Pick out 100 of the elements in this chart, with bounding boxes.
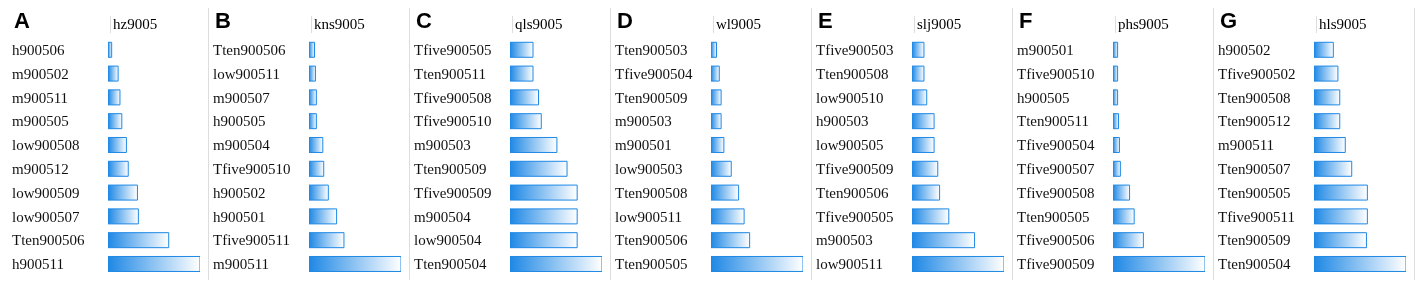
y-tick-label: h900502 (213, 184, 266, 201)
y-tick-label: Tfive900504 (1017, 137, 1095, 154)
y-tick-label: Tfive900502 (1218, 65, 1296, 82)
chart-title: F (1019, 8, 1033, 34)
bar (1314, 136, 1346, 153)
bar (108, 113, 123, 130)
bar (510, 89, 540, 106)
bar (510, 65, 534, 82)
chart-title: G (1220, 8, 1238, 34)
y-tick-label: low900511 (816, 256, 883, 273)
chart-title: D (617, 8, 633, 34)
chart-title: E (818, 8, 833, 34)
bar (912, 65, 925, 82)
bar (912, 113, 935, 130)
bar (309, 65, 316, 82)
bar (1314, 232, 1367, 249)
y-tick-label: m900511 (213, 256, 270, 273)
x-axis-title: slj9005 (914, 16, 962, 33)
bar (711, 232, 751, 249)
y-tick-label: low900504 (414, 232, 482, 249)
y-tick-label: Tten900512 (1218, 113, 1291, 130)
y-tick-label: m900501 (615, 137, 672, 154)
y-tick-label: low900510 (816, 89, 884, 106)
y-tick-label: h900503 (816, 113, 869, 130)
bar (510, 208, 578, 225)
bar (912, 89, 928, 106)
bar (711, 113, 722, 130)
y-tick-label: Tfive900506 (1017, 232, 1095, 249)
bar (108, 184, 138, 201)
bar (711, 184, 740, 201)
bar (711, 65, 720, 82)
y-tick-label: Tfive900503 (816, 41, 894, 58)
chart-title: A (14, 8, 30, 34)
y-tick-label: m900512 (12, 160, 69, 177)
bar (309, 184, 329, 201)
y-tick-label: Tten900505 (1218, 184, 1291, 201)
y-tick-label: Tfive900509 (414, 184, 492, 201)
bar (108, 65, 119, 82)
bar (309, 136, 324, 153)
x-axis-title: wl9005 (713, 16, 761, 33)
y-tick-label: h900505 (1017, 89, 1070, 106)
y-tick-label: Tten900511 (1017, 113, 1089, 130)
bar (1314, 208, 1368, 225)
y-tick-label: Tten900505 (615, 256, 688, 273)
x-axis-title: qls9005 (512, 16, 563, 33)
bar (309, 232, 345, 249)
bar (108, 89, 121, 106)
y-tick-label: Tten900505 (1017, 208, 1090, 225)
y-tick-label: Tfive900508 (1017, 184, 1095, 201)
y-tick-label: Tfive900505 (816, 208, 894, 225)
bar (912, 41, 925, 58)
bar (1113, 89, 1119, 106)
bar (108, 232, 170, 249)
bar (108, 136, 127, 153)
chart-title: B (215, 8, 231, 34)
x-axis-title: kns9005 (311, 16, 365, 33)
bar (1113, 160, 1121, 177)
y-tick-label: Tten900506 (615, 232, 688, 249)
y-tick-label: h900501 (213, 208, 266, 225)
y-tick-label: Tfive900504 (615, 65, 693, 82)
y-tick-label: Tten900504 (1218, 256, 1291, 273)
y-tick-label: Tten900508 (615, 184, 688, 201)
bar (108, 208, 139, 225)
bar (108, 160, 129, 177)
y-tick-label: m900502 (12, 65, 69, 82)
y-tick-label: Tten900506 (213, 41, 286, 58)
y-tick-label: m900503 (615, 113, 672, 130)
y-tick-label: Tfive900511 (213, 232, 290, 249)
x-axis-title: phs9005 (1115, 16, 1169, 33)
y-tick-label: Tfive900509 (1017, 256, 1095, 273)
x-axis-title: hz9005 (110, 16, 158, 33)
y-tick-label: h900511 (12, 256, 64, 273)
y-tick-label: Tten900509 (615, 89, 688, 106)
y-tick-label: Tfive900507 (1017, 160, 1095, 177)
y-tick-label: m900504 (414, 208, 472, 225)
y-tick-label: low900505 (816, 137, 884, 154)
bar (711, 208, 745, 225)
y-tick-label: Tten900511 (414, 65, 486, 82)
y-tick-label: low900507 (12, 208, 80, 225)
chart-title: C (416, 8, 432, 34)
bar (912, 208, 950, 225)
bar (309, 41, 316, 58)
bar (1113, 136, 1120, 153)
y-tick-label: Tten900509 (414, 160, 487, 177)
bar (309, 160, 325, 177)
y-tick-label: low900511 (615, 208, 682, 225)
bar (510, 113, 542, 130)
y-tick-label: m900503 (414, 137, 471, 154)
y-tick-label: Tfive900510 (414, 113, 492, 130)
y-tick-label: low900511 (213, 65, 280, 82)
y-tick-label: Tfive900511 (1218, 208, 1295, 225)
y-tick-label: low900509 (12, 184, 80, 201)
y-tick-label: h900502 (1218, 41, 1271, 58)
bar (711, 255, 803, 272)
bar (1314, 41, 1334, 58)
bar (711, 41, 718, 58)
bar (1113, 113, 1120, 130)
y-tick-label: h900506 (12, 41, 65, 58)
y-tick-label: Tten900504 (414, 256, 487, 273)
bar (510, 232, 578, 249)
